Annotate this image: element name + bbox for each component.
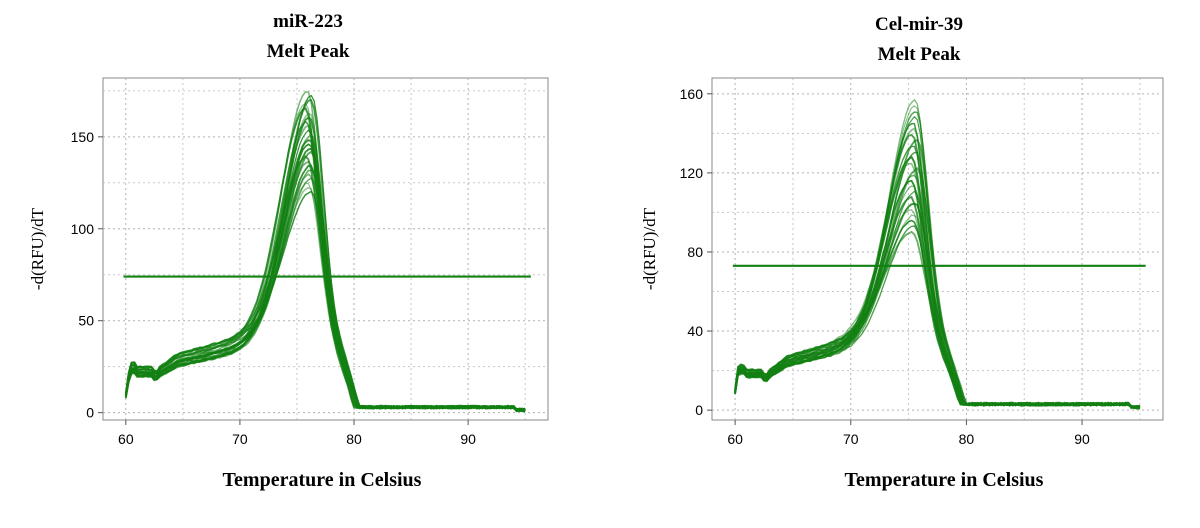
- x-tick-label: 90: [460, 431, 476, 447]
- chart-panel-1: miR-223 Melt Peak 60 70 80 90 0 50 100 150 Tempera…: [28, 11, 549, 491]
- y-tick-label: 100: [71, 221, 95, 237]
- chart-subtitle: Melt Peak: [267, 41, 350, 62]
- x-axis-label: Temperature in Celsius: [223, 469, 422, 491]
- chart-title: Cel-mir-39: [875, 14, 963, 35]
- y-tick-label: 40: [687, 323, 703, 339]
- y-tick-label: 80: [687, 244, 703, 260]
- x-tick-label: 70: [843, 431, 859, 447]
- x-tick-label: 90: [1074, 431, 1090, 447]
- melt-curve-series: [734, 105, 1141, 409]
- y-tick-label: 150: [71, 129, 95, 145]
- melt-curve-series: [125, 91, 526, 412]
- chart-panel-2: Cel-mir-39 Melt Peak 60 70 80 90 0 40 80 120 160 Te…: [640, 14, 1164, 491]
- y-axis-label: -d(RFU)/dT: [28, 207, 47, 290]
- x-tick-label: 80: [346, 431, 362, 447]
- y-tick-label: 120: [680, 165, 704, 181]
- melt-curve-series: [734, 99, 1141, 410]
- x-tick-label: 60: [727, 431, 743, 447]
- x-tick-label: 70: [232, 431, 248, 447]
- x-tick-label: 60: [118, 431, 134, 447]
- x-axis-label: Temperature in Celsius: [845, 469, 1044, 491]
- chart-title: miR-223: [273, 11, 343, 32]
- y-tick-label: 0: [86, 405, 94, 421]
- y-axis-label: -d(RFU)/dT: [640, 207, 659, 290]
- y-tick-label: 160: [680, 86, 704, 102]
- x-tick-label: 80: [959, 431, 975, 447]
- y-tick-label: 50: [78, 313, 94, 329]
- y-tick-label: 0: [695, 402, 703, 418]
- chart-subtitle: Melt Peak: [878, 44, 961, 65]
